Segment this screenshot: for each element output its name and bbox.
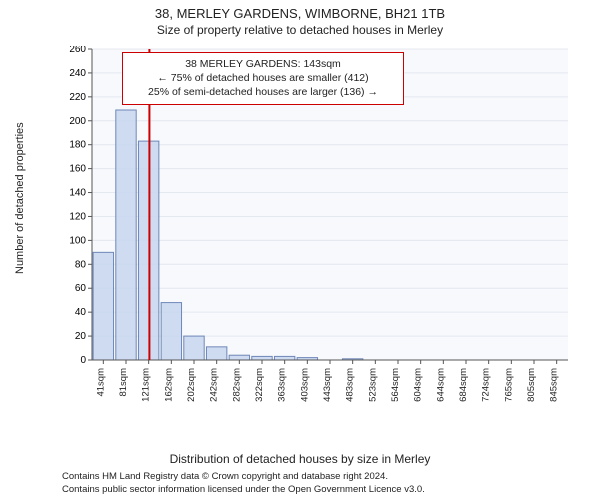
chart-container: 38, MERLEY GARDENS, WIMBORNE, BH21 1TB S… xyxy=(0,0,600,500)
svg-text:483sqm: 483sqm xyxy=(345,368,356,402)
svg-text:282sqm: 282sqm xyxy=(231,368,242,402)
svg-text:240: 240 xyxy=(69,68,86,79)
svg-text:100: 100 xyxy=(69,235,86,246)
bar xyxy=(252,356,272,360)
bar xyxy=(206,347,226,360)
svg-text:403sqm: 403sqm xyxy=(299,368,310,402)
svg-text:564sqm: 564sqm xyxy=(390,368,401,402)
svg-text:60: 60 xyxy=(75,283,87,294)
svg-text:40: 40 xyxy=(75,307,87,318)
callout-line-1: 38 MERLEY GARDENS: 143sqm xyxy=(130,57,396,71)
svg-text:80: 80 xyxy=(75,259,87,270)
attribution-line-1: Contains HM Land Registry data © Crown c… xyxy=(62,471,576,483)
chart-subtitle: Size of property relative to detached ho… xyxy=(0,21,600,39)
svg-text:140: 140 xyxy=(69,188,86,199)
svg-text:724sqm: 724sqm xyxy=(481,368,492,402)
svg-text:180: 180 xyxy=(69,140,86,151)
svg-text:81sqm: 81sqm xyxy=(118,368,129,397)
bar xyxy=(116,110,136,360)
svg-text:765sqm: 765sqm xyxy=(503,368,514,402)
svg-text:523sqm: 523sqm xyxy=(367,368,378,402)
chart-title: 38, MERLEY GARDENS, WIMBORNE, BH21 1TB xyxy=(0,0,600,21)
bar xyxy=(184,336,204,360)
y-axis-label: Number of detached properties xyxy=(14,122,26,274)
svg-text:242sqm: 242sqm xyxy=(209,368,220,402)
svg-text:260: 260 xyxy=(69,46,86,55)
callout-box: 38 MERLEY GARDENS: 143sqm ← 75% of detac… xyxy=(122,52,404,105)
svg-text:121sqm: 121sqm xyxy=(141,368,152,402)
bar xyxy=(161,303,181,360)
svg-text:845sqm: 845sqm xyxy=(549,368,560,402)
svg-text:220: 220 xyxy=(69,92,86,103)
svg-text:443sqm: 443sqm xyxy=(322,368,333,402)
svg-text:363sqm: 363sqm xyxy=(277,368,288,402)
svg-text:200: 200 xyxy=(69,116,86,127)
svg-text:322sqm: 322sqm xyxy=(254,368,265,402)
attribution-line-2: Contains public sector information licen… xyxy=(62,484,576,496)
bar xyxy=(93,252,113,360)
svg-text:0: 0 xyxy=(80,355,86,366)
x-axis-label: Distribution of detached houses by size … xyxy=(0,452,600,466)
svg-text:120: 120 xyxy=(69,211,86,222)
bar xyxy=(229,355,249,360)
svg-text:202sqm: 202sqm xyxy=(186,368,197,402)
attribution: Contains HM Land Registry data © Crown c… xyxy=(62,471,576,496)
svg-text:162sqm: 162sqm xyxy=(163,368,174,402)
svg-text:160: 160 xyxy=(69,164,86,175)
svg-text:644sqm: 644sqm xyxy=(435,368,446,402)
plot-area: 0 20 40 60 80 100 120 140 160 180 200 220 240 260 41sq… xyxy=(62,46,572,406)
callout-line-2: ← 75% of detached houses are smaller (41… xyxy=(130,71,396,85)
svg-text:20: 20 xyxy=(75,331,87,342)
svg-text:684sqm: 684sqm xyxy=(458,368,469,402)
bar xyxy=(274,356,294,360)
svg-text:805sqm: 805sqm xyxy=(526,368,537,402)
svg-text:604sqm: 604sqm xyxy=(413,368,424,402)
callout-line-3: 25% of semi-detached houses are larger (… xyxy=(130,85,396,99)
svg-text:41sqm: 41sqm xyxy=(95,368,106,397)
